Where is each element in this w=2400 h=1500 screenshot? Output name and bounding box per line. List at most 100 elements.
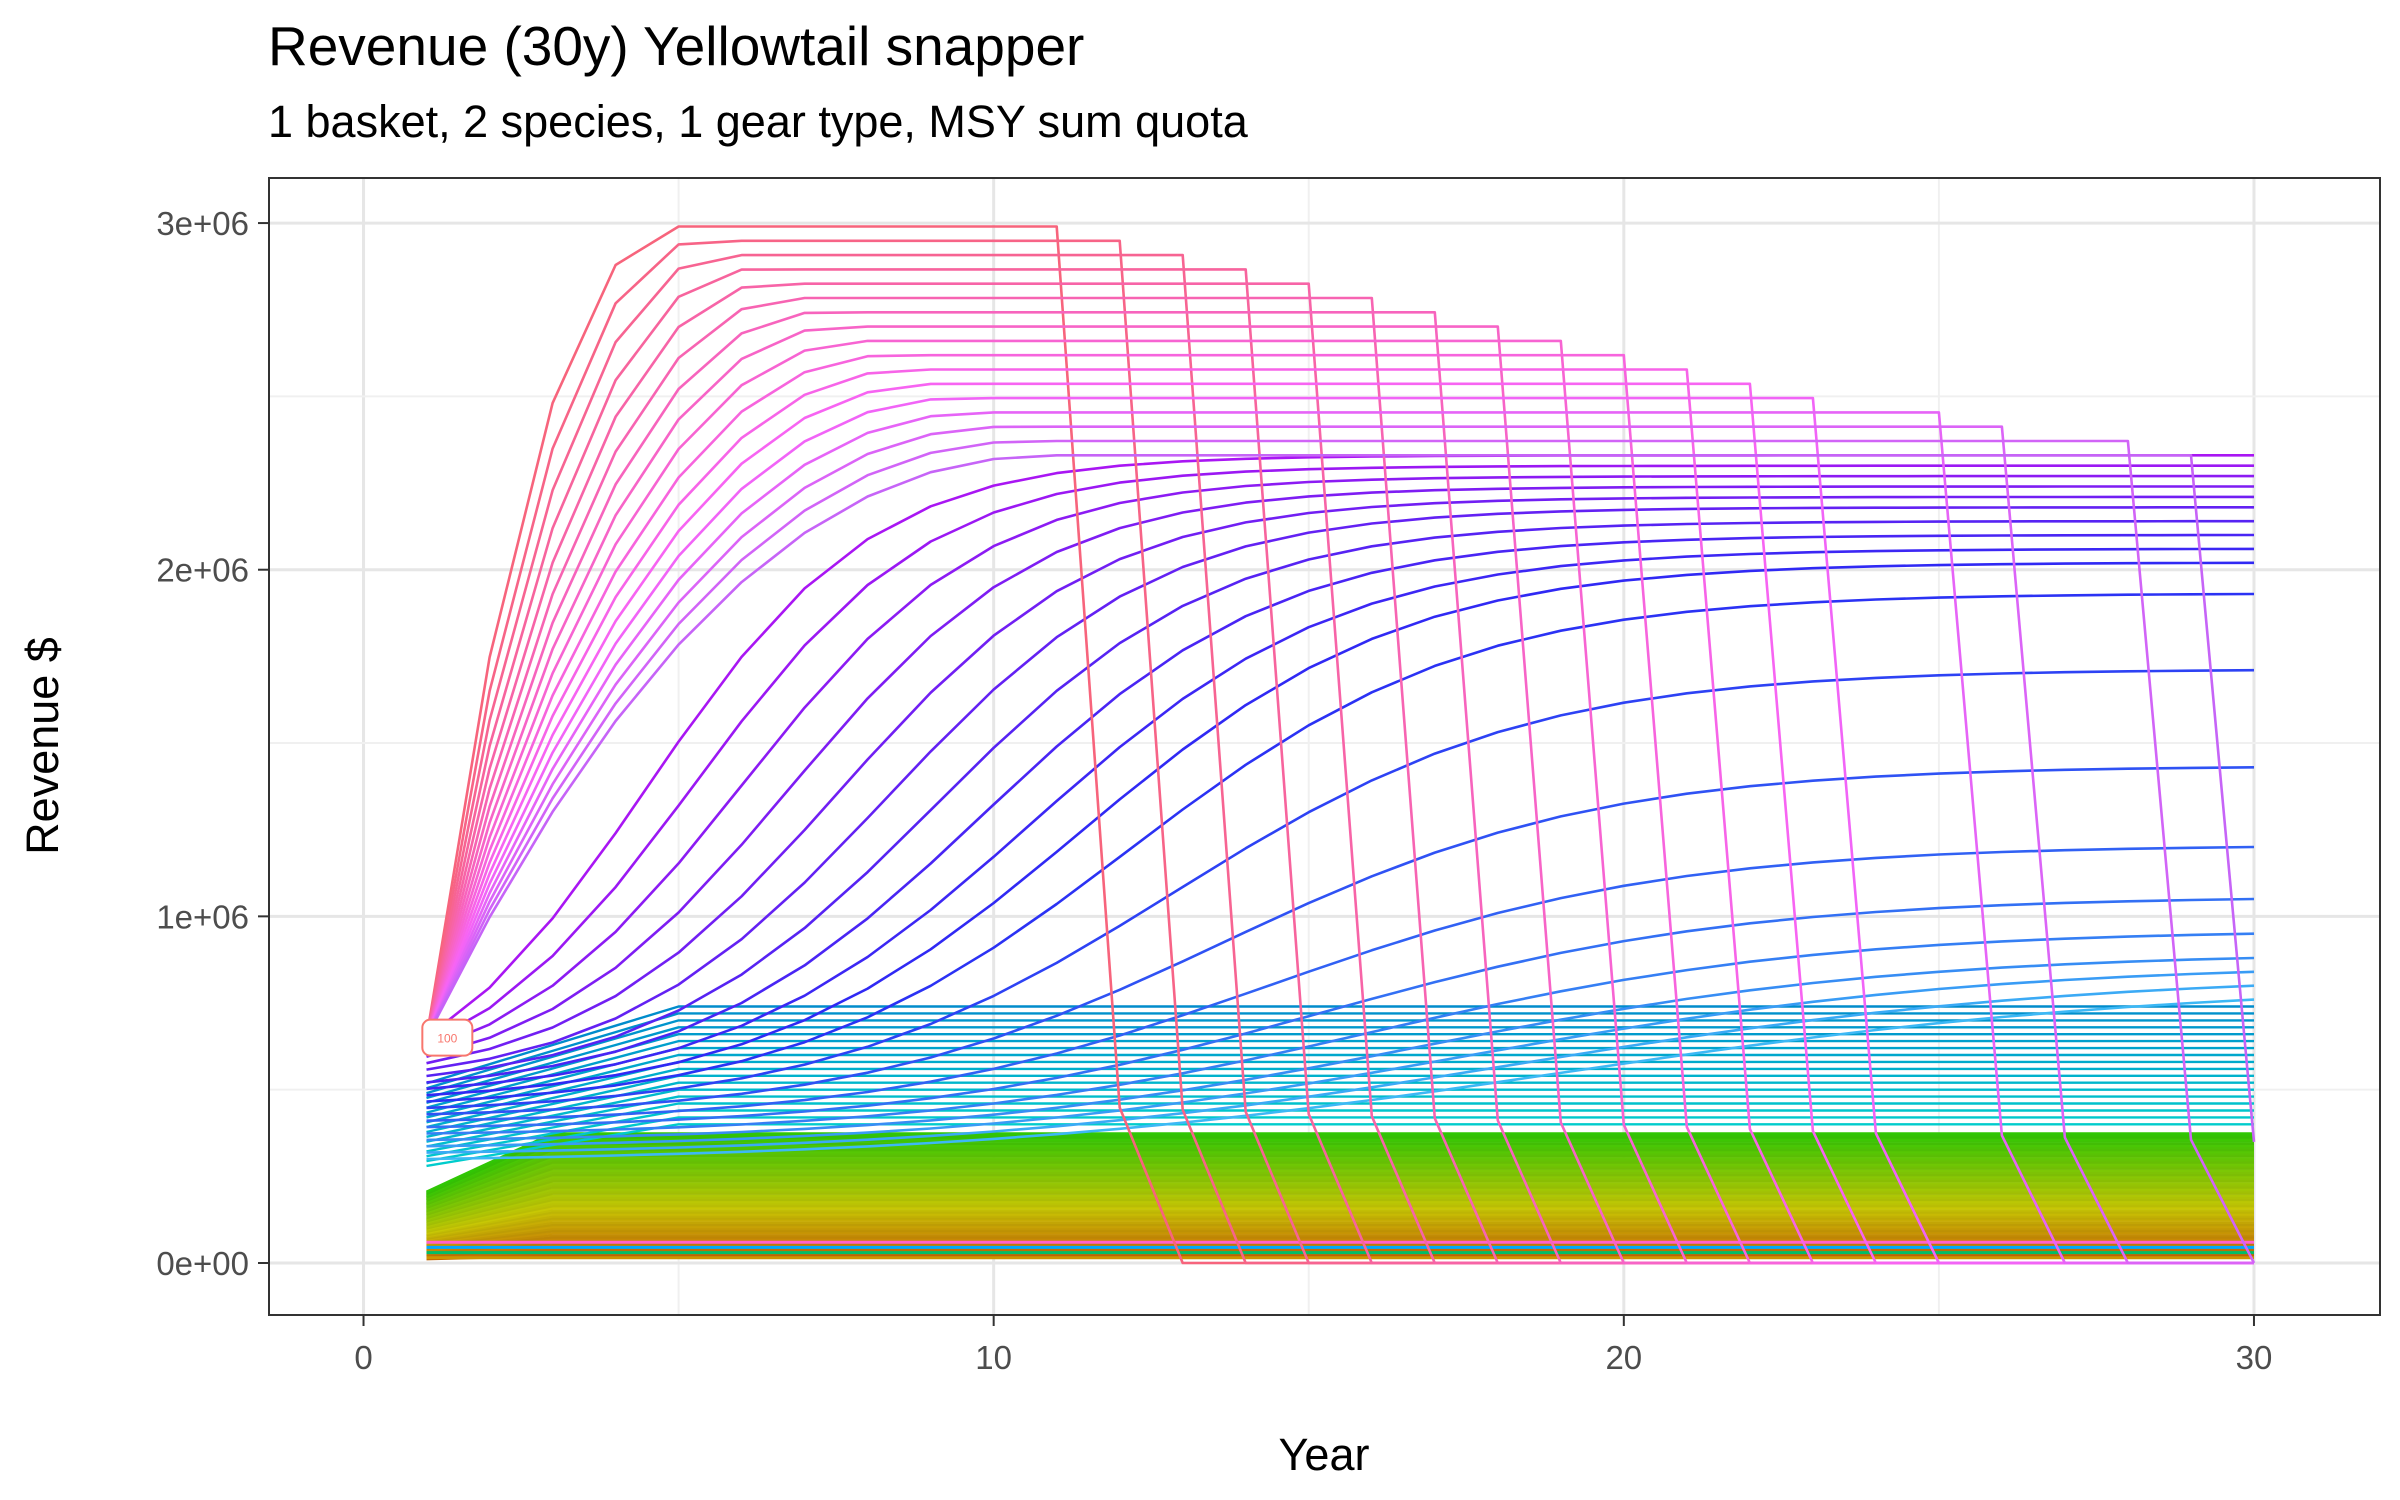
- series-line: [426, 1012, 2254, 1090]
- series-line: [425, 464, 2254, 1046]
- series-line: [426, 1155, 2254, 1206]
- series-line: [426, 1173, 2254, 1216]
- series-line: [426, 1153, 2254, 1205]
- series-line: [426, 1202, 2254, 1232]
- series-line: [426, 1200, 2254, 1231]
- series-line: [426, 1232, 2254, 1248]
- series-line: [426, 592, 2255, 1103]
- series-line: [426, 956, 2255, 1142]
- series-line: [426, 1219, 2254, 1241]
- series-line: [426, 1177, 2254, 1219]
- series-line: [426, 1221, 2254, 1243]
- series-line: [426, 1238, 2254, 1252]
- series-line: [426, 1088, 2254, 1143]
- x-tick-label: 30: [2236, 1339, 2273, 1376]
- series-line: [426, 1019, 2254, 1095]
- series-line: [426, 1157, 2254, 1207]
- series-line: [426, 1165, 2254, 1212]
- series-line: [426, 1026, 2254, 1100]
- series-line: [426, 474, 2254, 1052]
- series-line: [426, 1148, 2254, 1202]
- y-tick-label: 1e+06: [156, 898, 249, 935]
- series-line: [426, 984, 2255, 1154]
- series-line: [426, 485, 2254, 1059]
- y-axis-label: Revenue $: [17, 637, 68, 855]
- series-line: [426, 1140, 2254, 1198]
- series-line: [426, 1134, 2254, 1194]
- x-tick-label: 10: [975, 1339, 1012, 1376]
- series-line: [426, 1205, 2254, 1233]
- series-line: [426, 845, 2255, 1122]
- x-tick-label: 0: [354, 1339, 372, 1376]
- series-line: [426, 1192, 2254, 1227]
- series-line: [426, 668, 2255, 1110]
- series-line: [425, 454, 2254, 1039]
- plot-panel-border: [268, 177, 2381, 1316]
- series-line: [425, 382, 2254, 1265]
- series-line: [425, 368, 2254, 1265]
- series-line: [426, 766, 2255, 1116]
- series-line: [425, 268, 2254, 1265]
- series-label-box-frame: [421, 1018, 474, 1057]
- series-line: [426, 1180, 2254, 1220]
- series-line: [426, 561, 2255, 1097]
- series-line: [426, 1161, 2254, 1209]
- series-line: [426, 1227, 2254, 1246]
- series-line: [426, 897, 2255, 1129]
- chart-subtitle: 1 basket, 2 species, 1 gear type, MSY su…: [268, 96, 1248, 147]
- series-line: [426, 1223, 2254, 1244]
- series-line: [426, 970, 2255, 1148]
- series-label-box-text: 100: [437, 1032, 457, 1046]
- series-line: [426, 519, 2254, 1078]
- y-tick-label: 2e+06: [156, 552, 249, 589]
- series-line: [426, 1211, 2254, 1237]
- series-line: [426, 1244, 2254, 1255]
- series-line: [426, 1225, 2254, 1245]
- x-axis-label: Year: [1279, 1429, 1370, 1480]
- series-line: [426, 1229, 2254, 1247]
- series-line: [426, 1169, 2254, 1214]
- series-line: [426, 1175, 2254, 1217]
- series-line: [426, 1217, 2254, 1240]
- y-tick-label: 3e+06: [156, 205, 249, 242]
- series-line: [426, 1209, 2254, 1236]
- series-line: [426, 1074, 2254, 1134]
- series-line: [425, 253, 2254, 1265]
- series-line: [426, 1182, 2254, 1221]
- series-lines: [425, 225, 2256, 1265]
- series-line: [426, 932, 2255, 1135]
- series-line: [426, 1053, 2254, 1119]
- x-tick-label: 20: [1605, 1339, 1642, 1376]
- series-line: [425, 411, 2254, 1265]
- series-line: [425, 325, 2254, 1265]
- series-line: [426, 1236, 2254, 1251]
- series-line: [426, 495, 2254, 1065]
- chart-title: Revenue (30y) Yellowtail snapper: [268, 15, 1085, 77]
- series-line: [426, 998, 2255, 1161]
- series-line: [426, 1039, 2254, 1109]
- series-line: [426, 1081, 2254, 1138]
- series-line: [426, 1109, 2254, 1158]
- series-line: [426, 547, 2255, 1091]
- series-line: [425, 225, 2254, 1265]
- series-line: [426, 1095, 2254, 1148]
- series-line: [426, 1254, 2254, 1261]
- series-line: [426, 1033, 2254, 1105]
- series-line: [426, 1136, 2254, 1196]
- series-line: [426, 1159, 2254, 1208]
- series-label-box: 100: [421, 1018, 474, 1057]
- series-line: [426, 1146, 2254, 1201]
- series-line: [426, 1142, 2254, 1199]
- series-line: [426, 1207, 2254, 1235]
- series-line: [426, 506, 2254, 1071]
- series-line: [426, 1196, 2254, 1229]
- series-line: [426, 1171, 2254, 1215]
- series-line: [426, 1167, 2254, 1213]
- series-line: [426, 1248, 2254, 1257]
- series-line: [426, 1163, 2254, 1211]
- series-line: [426, 1067, 2254, 1129]
- series-line: [426, 1198, 2254, 1230]
- series-line: [425, 439, 2256, 1264]
- series-line: [425, 454, 2256, 1143]
